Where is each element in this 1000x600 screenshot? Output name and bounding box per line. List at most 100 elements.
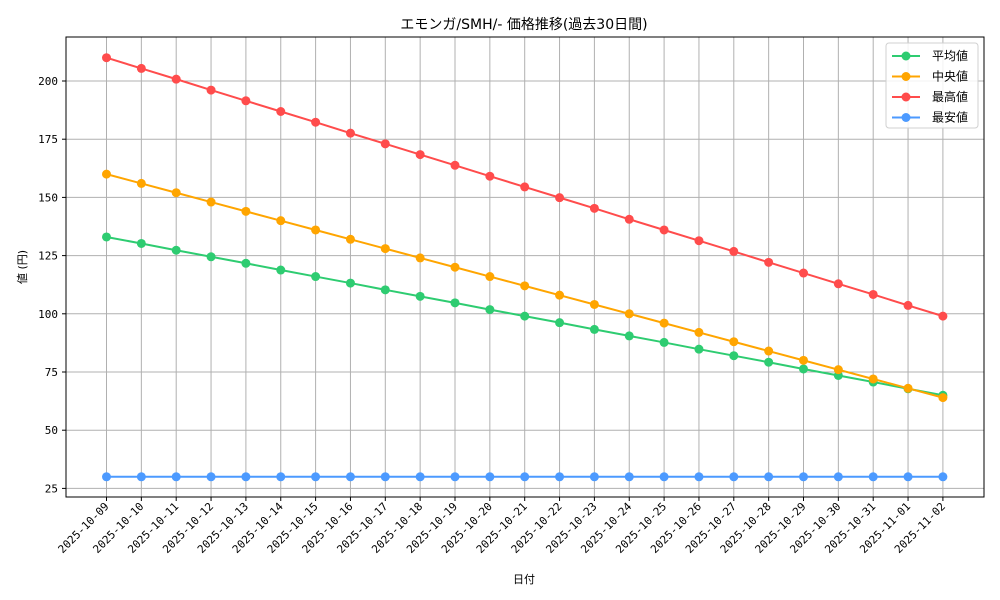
data-point [415, 150, 425, 160]
data-point [624, 309, 634, 319]
data-point [624, 472, 634, 482]
data-point [764, 257, 774, 267]
data-point [415, 472, 425, 482]
data-point [345, 278, 355, 288]
series-2 [102, 53, 948, 321]
data-point [833, 279, 843, 289]
legend-item: 中央値 [892, 69, 968, 84]
data-point [206, 252, 216, 262]
data-point [311, 472, 321, 482]
data-point [589, 203, 599, 213]
y-tick-label: 100 [38, 308, 58, 321]
data-point [241, 472, 251, 482]
data-point [450, 298, 460, 308]
data-point [485, 171, 495, 181]
y-axis-ticks: 25 50 75 100 125 150 175 200 [38, 75, 66, 495]
series-0 [102, 232, 948, 400]
data-point [833, 472, 843, 482]
legend-box [885, 42, 979, 129]
y-tick-label: 150 [38, 191, 58, 204]
data-point [624, 214, 634, 224]
data-point [102, 53, 111, 63]
data-point [102, 232, 111, 242]
data-point [520, 472, 530, 482]
data-point [659, 337, 669, 347]
data-point [136, 63, 146, 73]
y-tick-label: 50 [45, 424, 58, 437]
data-point [520, 281, 530, 291]
data-point [345, 472, 355, 482]
data-point [450, 160, 460, 170]
data-point [485, 472, 495, 482]
data-point [450, 262, 460, 272]
data-point [729, 351, 739, 361]
data-point [171, 188, 181, 198]
data-point [206, 85, 216, 95]
series-3 [102, 472, 948, 482]
data-point [171, 245, 181, 255]
data-point [589, 299, 599, 309]
data-point [694, 472, 704, 482]
y-tick-label: 125 [38, 250, 58, 263]
data-point [276, 472, 286, 482]
data-point [903, 300, 913, 310]
legend-item: 最高値 [892, 89, 968, 104]
legend-marker-icon [901, 113, 911, 122]
data-point [380, 244, 390, 254]
legend-label: 中央値 [932, 69, 968, 84]
data-point [415, 253, 425, 263]
data-point [868, 472, 878, 482]
y-tick-label: 75 [45, 366, 58, 379]
data-point [799, 472, 808, 482]
data-point [171, 74, 181, 84]
data-point [276, 265, 286, 275]
data-point [241, 258, 251, 268]
data-point [799, 364, 808, 374]
data-point [694, 236, 704, 246]
data-point [764, 357, 774, 367]
data-point [659, 225, 669, 235]
y-tick-label: 25 [45, 482, 58, 495]
data-point [171, 472, 181, 482]
data-point [206, 197, 216, 207]
data-point [241, 206, 251, 216]
data-point [903, 472, 913, 482]
data-point [555, 290, 565, 300]
data-point [450, 472, 460, 482]
legend-marker-icon [901, 72, 911, 81]
data-point [799, 355, 808, 365]
data-point [938, 472, 948, 482]
data-point [555, 318, 565, 328]
data-point [659, 318, 669, 328]
legend-label: 最安値 [932, 110, 968, 125]
data-point [729, 337, 739, 347]
data-point [415, 291, 425, 301]
data-point [276, 106, 286, 116]
x-axis-label: 日付 [513, 573, 535, 586]
data-point [903, 383, 913, 393]
legend-label: 最高値 [932, 89, 968, 104]
data-point [520, 182, 530, 192]
data-point [938, 311, 948, 321]
grid-lines [66, 37, 984, 497]
data-point [136, 178, 146, 188]
series-1 [102, 169, 948, 403]
data-point [659, 472, 669, 482]
data-point [380, 472, 390, 482]
data-point [102, 169, 111, 179]
legend-marker-icon [901, 51, 911, 61]
data-point [241, 96, 251, 106]
data-point [799, 268, 808, 278]
data-series [102, 53, 948, 482]
data-point [764, 346, 774, 356]
data-point [868, 374, 878, 384]
data-point [485, 272, 495, 282]
legend-label: 平均値 [932, 48, 968, 63]
y-tick-label: 200 [38, 75, 58, 88]
legend-item: 平均値 [892, 48, 968, 63]
data-point [380, 285, 390, 295]
data-point [102, 472, 111, 482]
data-point [555, 472, 565, 482]
legend-item: 最安値 [892, 110, 968, 125]
